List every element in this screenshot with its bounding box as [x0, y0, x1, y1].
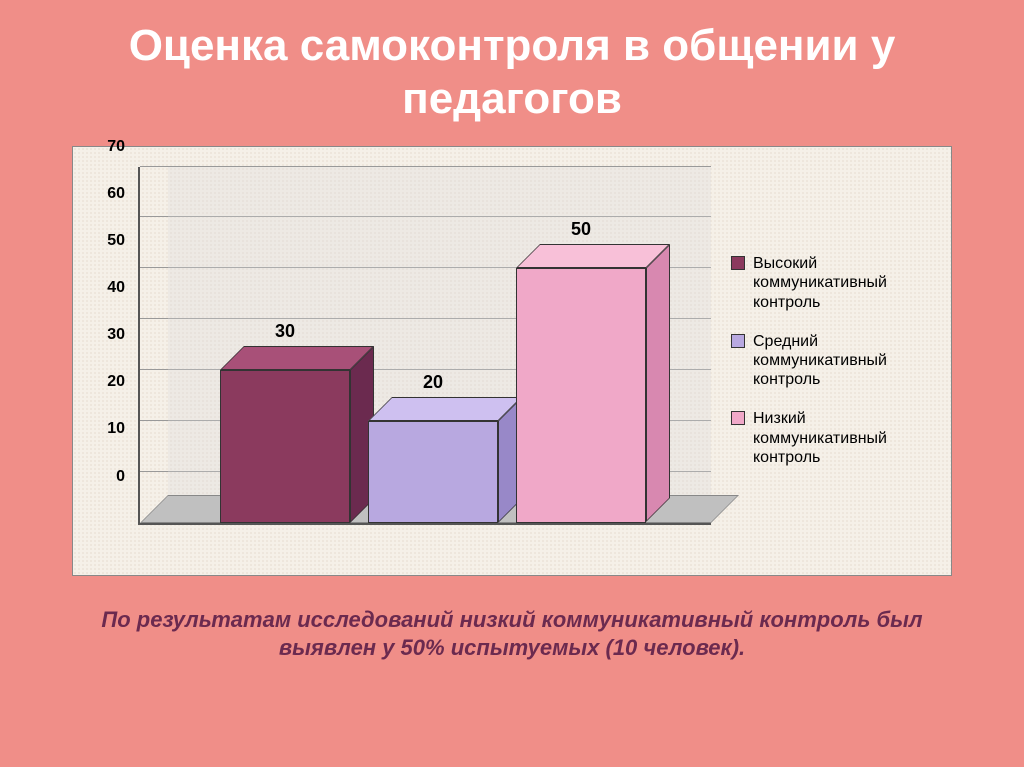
- y-tick-label: 50: [107, 232, 125, 250]
- y-tick-label: 0: [116, 468, 125, 486]
- bar-front: [220, 370, 350, 523]
- legend-item: Низкий коммуникативный контроль: [731, 409, 931, 467]
- bar-top: [516, 244, 670, 268]
- bar: 30: [220, 370, 350, 523]
- bar-front: [368, 421, 498, 523]
- legend-swatch: [731, 411, 745, 425]
- grid-area: 302050: [138, 167, 711, 525]
- bar: 20: [368, 421, 498, 523]
- slide-title: Оценка самоконтроля в общении у педагого…: [40, 20, 984, 126]
- legend-label: Высокий коммуникативный контроль: [753, 254, 931, 312]
- bar-side: [646, 244, 670, 522]
- slide: Оценка самоконтроля в общении у педагого…: [0, 0, 1024, 767]
- bar-value-label: 20: [368, 372, 498, 393]
- bars-group: 302050: [140, 167, 711, 523]
- legend-item: Средний коммуникативный контроль: [731, 332, 931, 390]
- plot-area: 010203040506070 302050: [93, 167, 711, 555]
- legend-swatch: [731, 334, 745, 348]
- y-tick-label: 30: [107, 326, 125, 344]
- bar: 50: [516, 268, 646, 522]
- y-tick-label: 20: [107, 373, 125, 391]
- chart-container: 010203040506070 302050 Высокий коммуника…: [72, 146, 952, 576]
- y-axis-labels: 010203040506070: [93, 167, 133, 525]
- legend-item: Высокий коммуникативный контроль: [731, 254, 931, 312]
- legend: Высокий коммуникативный контроль Средний …: [711, 167, 931, 555]
- legend-swatch: [731, 256, 745, 270]
- bar-value-label: 30: [220, 321, 350, 342]
- legend-label: Низкий коммуникативный контроль: [753, 409, 931, 467]
- legend-label: Средний коммуникативный контроль: [753, 332, 931, 390]
- y-tick-label: 40: [107, 279, 125, 297]
- y-tick-label: 70: [107, 138, 125, 156]
- bar-value-label: 50: [516, 219, 646, 240]
- y-tick-label: 10: [107, 420, 125, 438]
- caption-text: По результатам исследований низкий комму…: [100, 606, 924, 663]
- chart-inner: 010203040506070 302050 Высокий коммуника…: [93, 167, 931, 555]
- y-tick-label: 60: [107, 185, 125, 203]
- bar-top: [220, 346, 374, 370]
- bar-top: [368, 397, 522, 421]
- bar-front: [516, 268, 646, 522]
